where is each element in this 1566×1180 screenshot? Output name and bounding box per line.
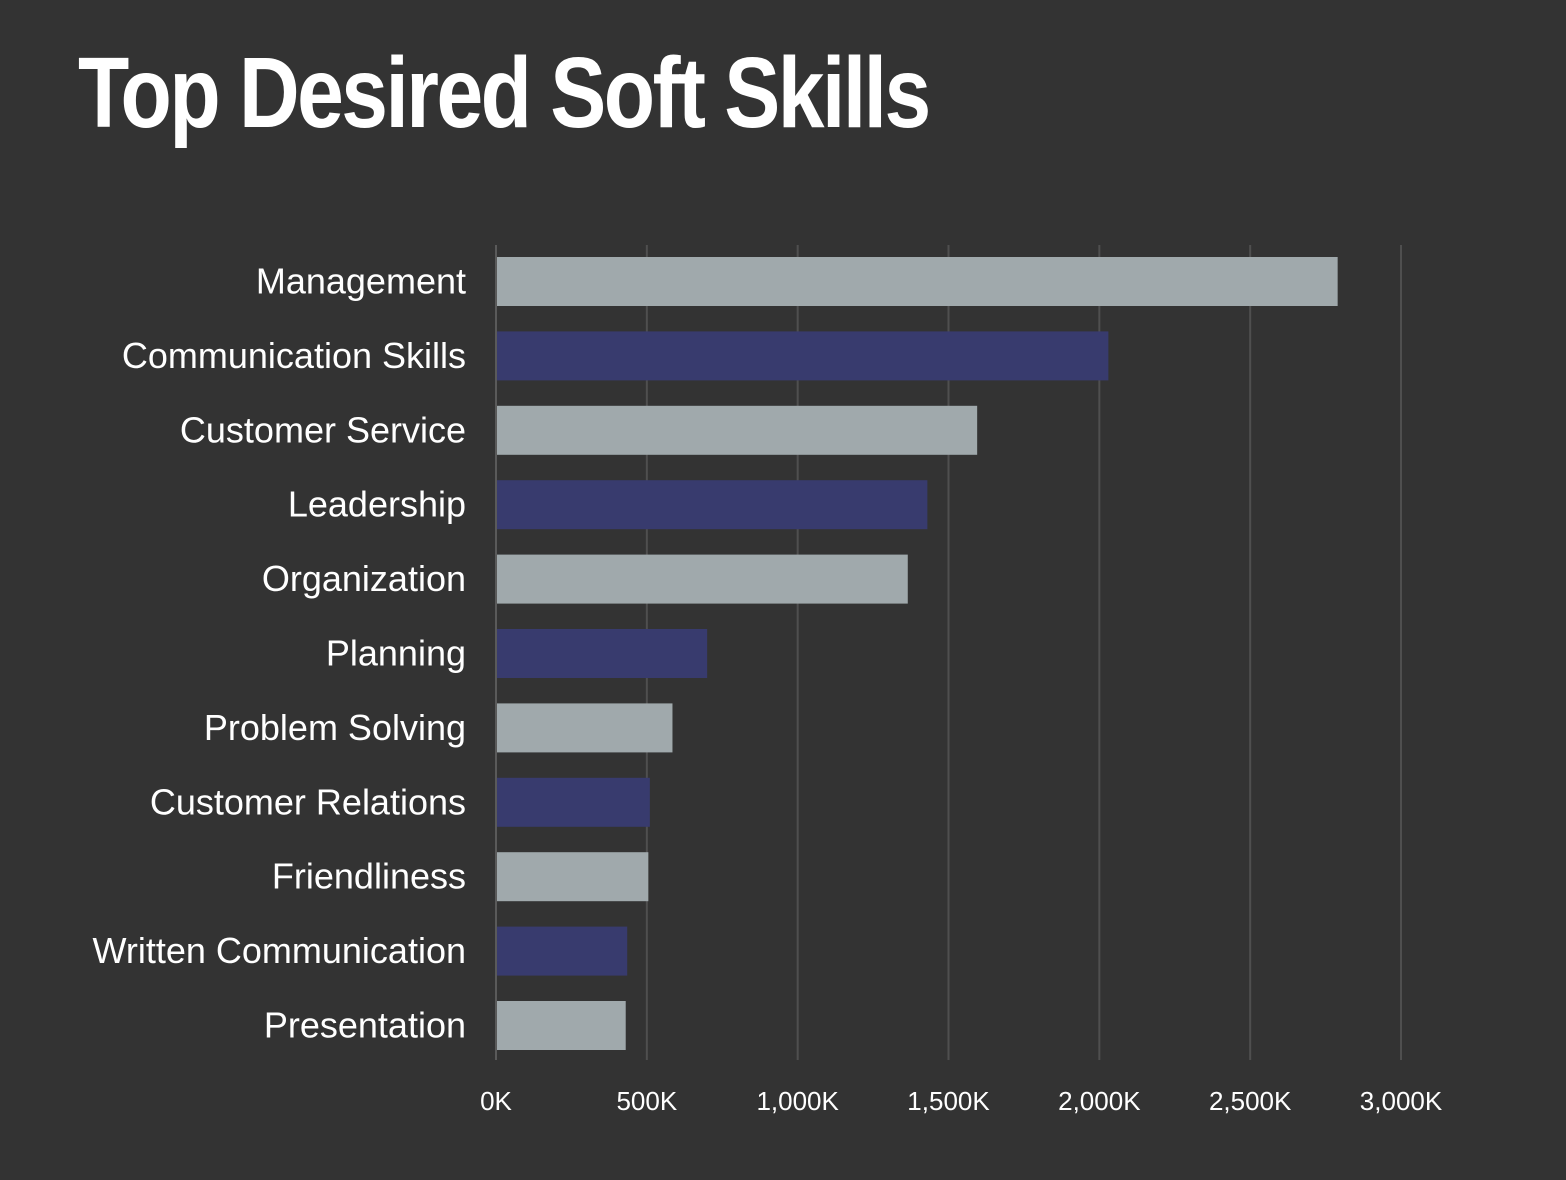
bar <box>497 1001 626 1050</box>
x-tick-label: 1,500K <box>907 1086 990 1116</box>
bar <box>497 629 708 678</box>
bar <box>497 852 649 902</box>
bar <box>497 926 628 976</box>
x-tick-label: 1,000K <box>756 1086 839 1116</box>
x-tick-label: 500K <box>616 1086 677 1116</box>
x-tick-label: 2,500K <box>1209 1086 1292 1116</box>
category-label: Customer Service <box>180 409 466 450</box>
bar-layer <box>497 257 1338 1050</box>
category-label: Communication Skills <box>122 335 466 376</box>
x-tick-label: 0K <box>480 1086 512 1116</box>
category-label: Problem Solving <box>204 707 466 748</box>
category-label: Friendliness <box>272 856 466 897</box>
category-label: Written Communication <box>93 930 466 971</box>
category-label: Planning <box>326 633 466 674</box>
category-label: Organization <box>262 558 466 599</box>
x-tick-label: 2,000K <box>1058 1086 1141 1116</box>
bar <box>497 480 928 530</box>
x-tick-label-layer: 0K 500K 1,000K 1,500K 2,000K 2,500K 3,000K <box>480 1086 1443 1116</box>
category-label: Management <box>256 261 466 302</box>
bar <box>497 405 978 455</box>
bar <box>497 331 1109 381</box>
bar <box>497 703 673 753</box>
category-label: Leadership <box>288 484 466 525</box>
chart-title: Top Desired Soft Skills <box>78 37 931 149</box>
x-tick-label: 3,000K <box>1360 1086 1443 1116</box>
bar <box>497 257 1338 306</box>
category-label: Presentation <box>264 1005 466 1046</box>
category-label-layer: Management Communication Skills Customer S… <box>93 261 466 1046</box>
category-label: Customer Relations <box>150 781 466 822</box>
bar <box>497 554 908 604</box>
bar <box>497 777 650 827</box>
